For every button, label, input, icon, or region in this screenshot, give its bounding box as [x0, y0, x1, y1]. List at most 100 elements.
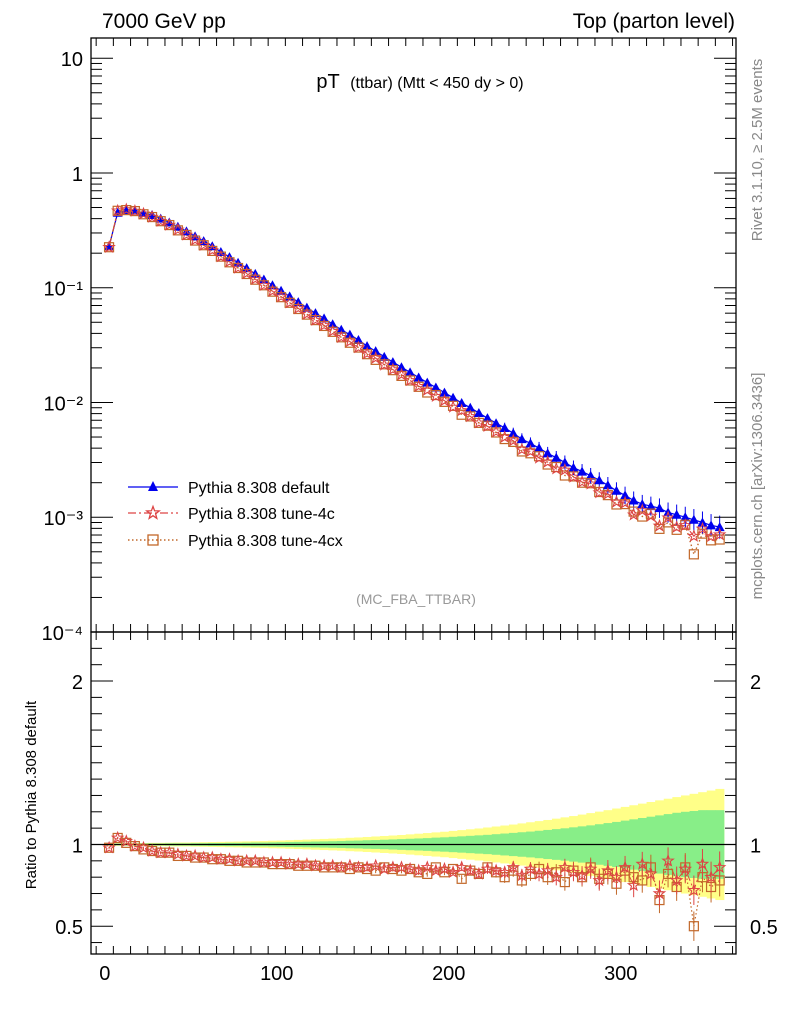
ratio-tune-4cx-point — [688, 921, 699, 932]
tune-4c-point — [523, 444, 538, 458]
legend-entry-tune-4c: Pythia 8.308 tune-4c — [128, 504, 335, 523]
tune-4c-point — [420, 382, 435, 396]
header-right: Top (parton level) — [573, 10, 735, 33]
tune-4c-point — [282, 295, 297, 309]
default-point — [353, 335, 364, 345]
tune-4c-point — [532, 450, 546, 464]
default-point — [602, 480, 613, 490]
ratio-tune-4c-point — [575, 868, 589, 882]
default-point — [301, 302, 312, 312]
default-point — [147, 210, 158, 220]
ratio-panel: 0.5 0.5 1 1 2 2 — [55, 631, 778, 955]
tune-4c-point — [317, 318, 331, 332]
ratio-tune-4c-point — [669, 873, 684, 887]
tune-4c-point — [558, 462, 572, 476]
default-point — [362, 341, 373, 351]
default-point — [645, 501, 656, 511]
tune-4c-point — [394, 367, 409, 381]
main-y-tick-label: 10⁻³ — [44, 508, 84, 530]
default-point — [611, 485, 622, 495]
tune-4c-point — [368, 351, 383, 364]
default-point — [336, 324, 347, 334]
ratio-frame — [90, 631, 737, 955]
tune-4c-point — [265, 284, 280, 297]
tune-4c-point — [661, 510, 675, 524]
default-point — [344, 329, 355, 339]
default-point — [551, 452, 562, 462]
tune-4c-point — [463, 409, 478, 423]
ratio-y-tick-label-right: 0.5 — [750, 917, 778, 939]
legend-square-marker — [147, 534, 159, 546]
default-point — [559, 457, 570, 467]
legend-label-default: Pythia 8.308 default — [188, 480, 330, 497]
default-point — [370, 346, 381, 356]
default-point — [706, 520, 717, 530]
tune-4c-point — [308, 312, 323, 326]
tune-4cx-point — [714, 534, 725, 545]
default-point — [628, 495, 639, 505]
main-y-tick-label: 10⁻² — [44, 393, 84, 415]
ratio-y-tick-label: 0.5 — [55, 917, 83, 939]
legend-label-tune-4c: Pythia 8.308 tune-4c — [188, 506, 335, 523]
tune-4cx-point — [697, 528, 708, 539]
main-y-tick-label: 10 — [61, 49, 83, 71]
default-point — [396, 362, 407, 372]
ratio-y-tick-label-right: 1 — [750, 835, 761, 857]
x-axis-tick-labels: 0 100 200 300 — [99, 963, 637, 985]
tune-4c-point — [239, 266, 254, 280]
ratio-data-layer — [91, 788, 736, 941]
default-point — [327, 319, 338, 329]
tune-4c-point — [454, 403, 469, 417]
ratio-tune-4c-point — [102, 840, 116, 854]
default-point — [620, 490, 631, 500]
tune-4c-point — [489, 424, 503, 438]
tune-4c-point — [377, 357, 392, 371]
tune-4c-point — [601, 486, 615, 500]
default-point — [654, 503, 665, 513]
tune-4c-point — [403, 373, 417, 387]
plot-title-main: pT — [316, 71, 339, 93]
tune-4c-point — [179, 227, 194, 241]
default-point — [516, 434, 527, 444]
tune-4c-point — [196, 238, 211, 252]
default-point — [164, 217, 175, 227]
ratio-y-tick-label: 2 — [72, 672, 83, 694]
default-point — [542, 448, 553, 458]
ratio-tune-4c-point — [446, 865, 460, 878]
tune-4c-point — [644, 508, 658, 522]
ratio-tune-4cx-point — [456, 873, 467, 884]
tune-4c-point — [162, 218, 177, 231]
default-point — [448, 392, 459, 402]
tune-4c-point — [205, 243, 220, 257]
default-point — [155, 213, 166, 223]
ratio-tune-4c-point — [678, 861, 693, 875]
default-point — [568, 462, 579, 472]
ratio-tune-4c-point — [489, 863, 503, 877]
ratio-tune-4c-point — [661, 853, 675, 867]
main-y-tick-label: 10⁻¹ — [44, 279, 84, 301]
default-point — [482, 413, 493, 423]
legend-triangle-marker — [148, 481, 158, 491]
ratio-y-axis-label: Ratio to Pythia 8.308 default — [23, 700, 40, 889]
tune-4c-point — [583, 476, 598, 490]
ratio-axes: 0.5 0.5 1 1 2 2 — [55, 632, 778, 954]
main-data-layer — [102, 202, 727, 560]
tune-4c-point — [497, 430, 512, 444]
tune-4c-point — [102, 240, 116, 254]
legend-entry-tune-4cx: Pythia 8.308 tune-4cx — [128, 533, 343, 550]
default-point — [310, 308, 321, 318]
default-point — [465, 402, 476, 412]
default-point — [671, 509, 682, 519]
tune-4cx-point — [688, 549, 699, 560]
default-point — [714, 522, 725, 532]
tune-4cx-point — [654, 523, 665, 534]
x-tick-label: 200 — [432, 963, 465, 985]
tune-4c-point — [325, 324, 340, 338]
tune-4c-point — [360, 346, 374, 360]
tune-4c-point — [334, 330, 349, 344]
ratio-tune-4c-point — [618, 860, 632, 874]
tune-4c-point — [695, 521, 710, 535]
ratio-tune-4c-point — [583, 861, 598, 875]
default-point — [585, 470, 596, 480]
